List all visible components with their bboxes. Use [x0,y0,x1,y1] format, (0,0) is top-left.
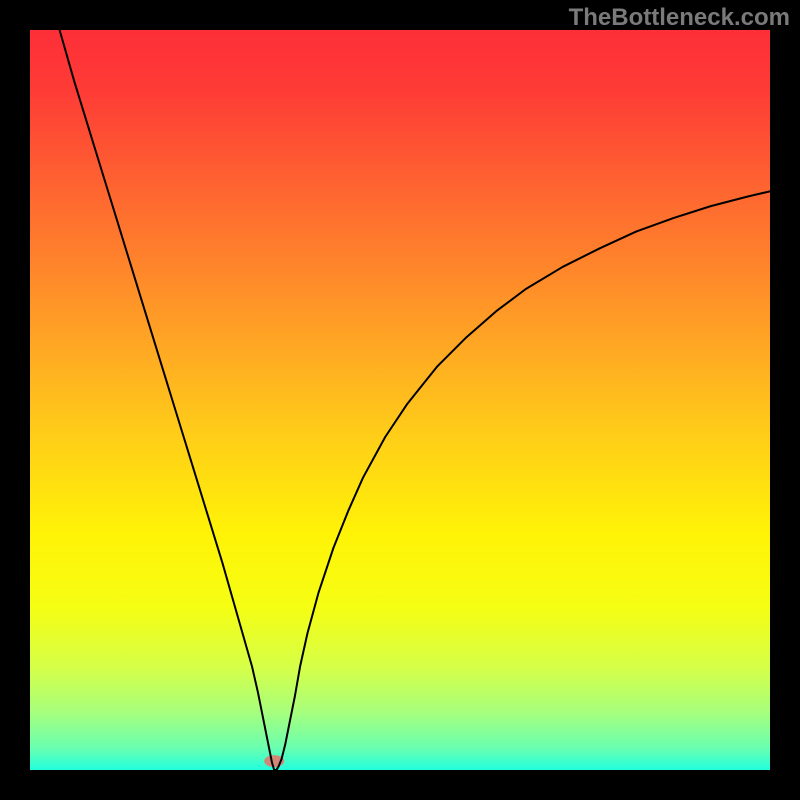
bottleneck-curve-chart [30,30,770,770]
plot-area [30,30,770,770]
watermark-text: TheBottleneck.com [569,4,790,32]
chart-frame: TheBottleneck.com [0,0,800,800]
gradient-background [30,30,770,770]
